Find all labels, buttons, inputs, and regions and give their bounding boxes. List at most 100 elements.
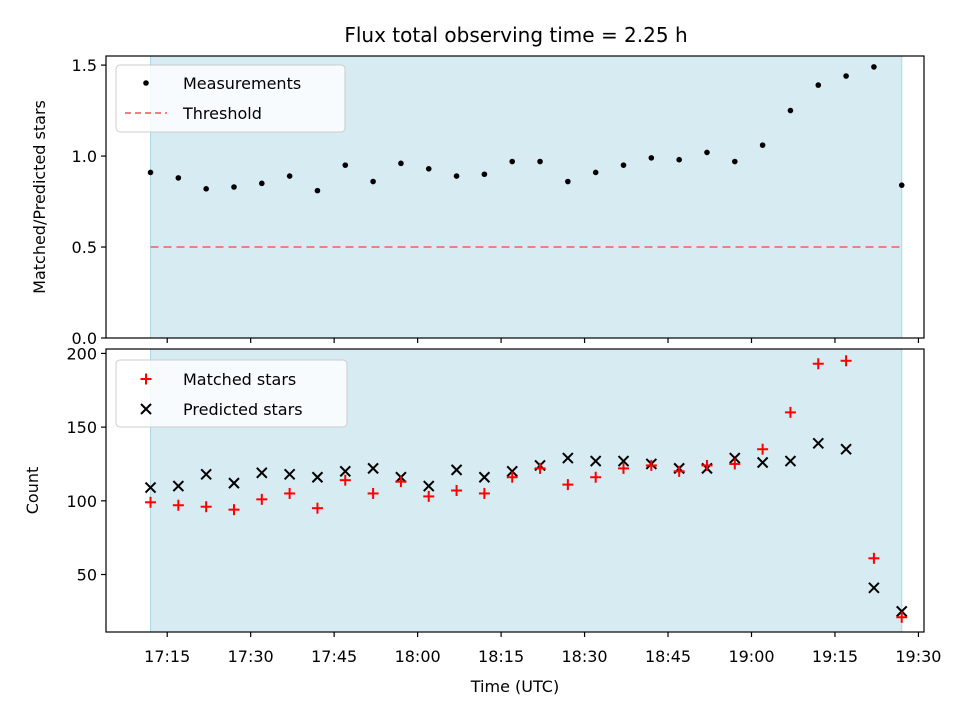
predicted-stars-point xyxy=(228,477,240,489)
measurement-point xyxy=(370,178,376,185)
measurement-point xyxy=(759,142,766,148)
x-tick-label: 18:45 xyxy=(645,647,691,666)
matched-stars-point xyxy=(701,459,713,471)
y-tick-label: 0.5 xyxy=(72,238,97,257)
measurement-point xyxy=(342,162,349,168)
predicted-stars-point xyxy=(478,471,491,483)
matched-stars-point xyxy=(311,502,323,514)
measurement-point xyxy=(704,149,710,156)
measurement-point xyxy=(203,186,209,192)
measurement-point xyxy=(815,82,822,88)
matched-stars-point xyxy=(784,406,796,418)
measurement-point xyxy=(648,155,655,161)
matched-stars-point xyxy=(339,474,351,486)
matched-stars-point xyxy=(256,493,268,505)
predicted-stars-point xyxy=(283,468,296,480)
y-tick-label: 50 xyxy=(77,566,97,585)
matched-stars-point xyxy=(145,496,157,508)
predicted-stars-point xyxy=(200,468,212,480)
top-legend: Measurements Threshold xyxy=(115,64,346,133)
bottom-y-ticks: 50 100 150 200 xyxy=(66,344,106,585)
legend-x-glyph xyxy=(140,403,152,415)
measurement-point xyxy=(620,162,627,168)
bottom-legend: Matched stars Predicted stars xyxy=(115,359,348,428)
matched-stars-point xyxy=(506,471,518,483)
matched-stars-point xyxy=(618,462,630,474)
matched-stars-point xyxy=(673,465,685,477)
measurement-point xyxy=(259,180,265,187)
predicted-stars-point xyxy=(729,452,741,464)
x-tick-label: 18:15 xyxy=(478,647,524,666)
predicted-stars-point xyxy=(367,462,379,475)
measurement-point xyxy=(871,64,877,70)
matched-stars-point xyxy=(423,490,435,502)
matched-stars-point xyxy=(284,487,296,499)
x-tick-label: 17:45 xyxy=(311,647,357,666)
predicted-stars-point xyxy=(896,605,908,618)
predicted-stars-point xyxy=(423,480,435,492)
matched-stars-point xyxy=(367,487,379,499)
measurement-point xyxy=(314,187,321,194)
legend-matched-stars-label: Matched stars xyxy=(183,370,296,389)
matched-stars-point xyxy=(840,355,852,367)
y-tick-label: 150 xyxy=(66,418,97,437)
predicted-stars-point xyxy=(617,455,630,467)
y-tick-label: 1.0 xyxy=(72,147,97,166)
x-tick-label: 19:30 xyxy=(895,647,941,666)
predicted-stars-point xyxy=(868,582,880,594)
x-tick-label: 17:15 xyxy=(144,647,190,666)
predicted-stars-point xyxy=(311,471,324,483)
matched-stars-point xyxy=(645,459,657,471)
measurement-point xyxy=(732,158,738,165)
measurement-point xyxy=(592,169,599,176)
legend-predicted-stars-marker xyxy=(140,403,152,415)
measurement-point xyxy=(481,171,488,178)
x-axis-label: Time (UTC) xyxy=(470,677,559,696)
matched-stars-point xyxy=(896,611,908,623)
measurement-point xyxy=(231,184,237,190)
y-tick-label: 200 xyxy=(66,344,97,363)
x-tick-label: 18:30 xyxy=(562,647,608,666)
bottom-legend-box xyxy=(115,359,348,428)
matched-stars-point xyxy=(200,501,212,513)
matched-stars-point xyxy=(534,462,546,474)
predicted-stars-point xyxy=(562,452,574,464)
measurement-point xyxy=(175,175,182,181)
predicted-stars-point xyxy=(506,465,518,478)
legend-plus-glyph xyxy=(140,373,152,385)
measurement-point xyxy=(147,169,154,176)
measurement-point xyxy=(398,160,404,167)
x-tick-label: 17:30 xyxy=(228,647,274,666)
matched-stars-point xyxy=(812,358,824,370)
bottom-y-axis-label: Count xyxy=(23,467,42,515)
legend-measurements-marker xyxy=(143,80,149,86)
predicted-stars-point xyxy=(812,437,824,450)
bottom-x-ticks: 17:15 17:30 17:45 18:00 18:15 18:30 18:45 19:00… xyxy=(144,632,941,666)
top-y-axis-label: Matched/Predicted stars xyxy=(30,100,49,294)
top-x-ticks xyxy=(166,338,920,343)
predicted-stars-point xyxy=(589,455,602,467)
matched-stars-point xyxy=(590,471,602,483)
measurement-point xyxy=(565,178,571,185)
measurement-point xyxy=(843,73,849,79)
matched-stars-point xyxy=(868,552,880,564)
measurement-point xyxy=(425,166,432,172)
matched-stars-point xyxy=(172,499,184,511)
legend-matched-stars-marker xyxy=(140,373,152,385)
legend-predicted-stars-label: Predicted stars xyxy=(183,400,303,419)
top-legend-box xyxy=(115,64,346,133)
bottom-count-points xyxy=(144,355,908,623)
predicted-stars-point xyxy=(144,481,157,494)
chart-title: Flux total observing time = 2.25 h xyxy=(344,23,687,47)
predicted-stars-point xyxy=(784,455,797,467)
measurement-point xyxy=(898,182,905,188)
top-y-ticks: 0.0 0.5 1.0 1.5 xyxy=(72,56,106,348)
predicted-stars-point xyxy=(756,456,769,469)
matched-stars-point xyxy=(451,485,463,496)
bottom-axes-frame xyxy=(105,348,925,633)
matched-stars-point xyxy=(395,476,407,488)
top-panel: 0.0 0.5 1.0 1.5 Matched/Predicted stars Mea… xyxy=(30,55,925,348)
y-tick-label: 1.5 xyxy=(72,56,97,75)
measurement-point xyxy=(676,156,682,163)
top-measurement-points xyxy=(147,64,905,194)
